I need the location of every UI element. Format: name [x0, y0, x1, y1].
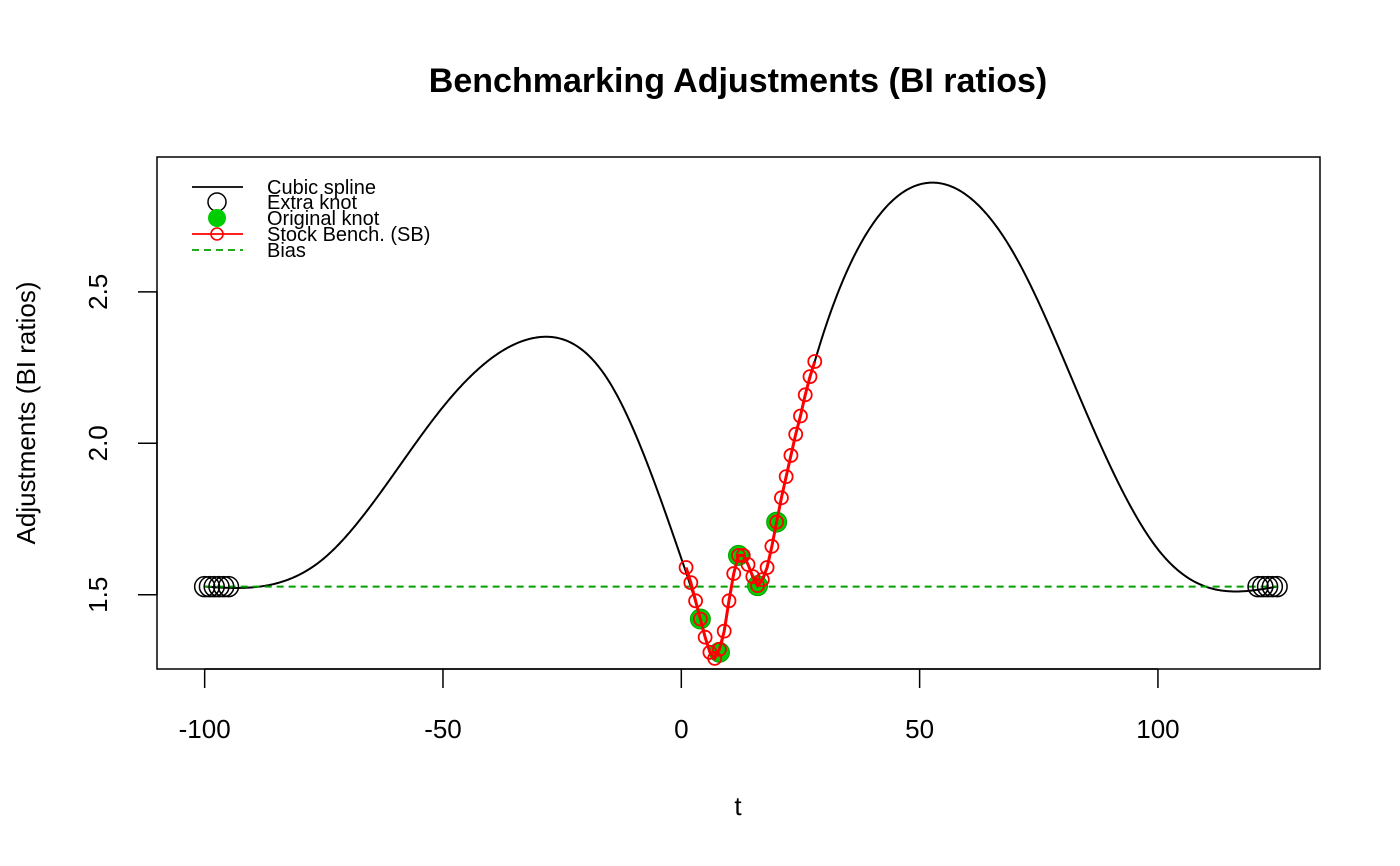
stock-bench-point — [802, 369, 818, 385]
stock-bench-point — [764, 538, 780, 554]
legend-label: Original knot — [267, 208, 380, 230]
legend-dot-swatch — [208, 209, 226, 227]
x-axis: -100 -50 0 50 100 — [179, 668, 1180, 744]
stock-bench-point — [726, 566, 742, 581]
stock-bench-point — [731, 547, 746, 563]
extra-knot-point — [1266, 575, 1288, 598]
extra-knot-point — [198, 575, 221, 598]
x-axis-label: t — [734, 791, 742, 821]
chart-title: Benchmarking Adjustments (BI ratios) — [429, 62, 1047, 100]
extra-knot-point — [1252, 575, 1274, 598]
extra-knot-point — [193, 575, 216, 598]
stock-bench-point — [712, 641, 727, 657]
stock-bench-point — [683, 575, 699, 591]
stock-bench-point — [745, 569, 761, 584]
stock-bench-point — [721, 593, 737, 609]
stock-bench-point — [707, 650, 723, 666]
legend-circle-swatch — [210, 227, 224, 241]
x-tick-label: -50 — [424, 714, 462, 744]
stock-bench-point — [769, 514, 785, 530]
y-tick-label: 2.5 — [83, 274, 113, 310]
stock-bench-point — [783, 448, 799, 463]
stock-bench-point — [678, 560, 694, 575]
stock-bench-point — [797, 387, 813, 403]
y-tick-label: 1.5 — [83, 577, 113, 613]
stock-bench-point — [773, 490, 789, 506]
x-tick-label: 100 — [1136, 714, 1179, 744]
extra-knot-point — [203, 575, 225, 598]
stock-bench-point — [807, 354, 823, 369]
x-tick-label: -100 — [179, 714, 231, 744]
extra-knot-point — [217, 575, 240, 598]
stock-bench-point — [759, 560, 775, 575]
stock-bench-point — [692, 611, 708, 627]
series-layer — [193, 181, 1288, 666]
extra-knot-point — [1261, 575, 1284, 598]
stock-bench-point — [788, 426, 804, 442]
legend-label: Cubic spline — [267, 177, 376, 199]
legend-label: Extra knot — [267, 192, 357, 214]
x-tick-label: 0 — [674, 714, 688, 744]
stock-bench-point — [793, 408, 808, 424]
extra-knot-point — [208, 575, 230, 598]
extra-knot-point — [1247, 575, 1269, 598]
extra-knot-point — [1256, 575, 1279, 598]
legend-label: Stock Bench. (SB) — [267, 224, 430, 246]
stock-bench-point — [716, 623, 732, 639]
extra-knot-point — [212, 575, 235, 598]
y-axis-label: Adjustments (BI ratios) — [11, 282, 41, 545]
stock-bench-point — [688, 593, 704, 609]
stock-bench-point — [778, 469, 794, 485]
y-tick-label: 2.0 — [83, 425, 113, 461]
legend-circle-swatch — [207, 192, 227, 212]
legend-label: Bias — [267, 240, 306, 262]
x-tick-label: 50 — [905, 714, 934, 744]
stock-bench-point — [735, 547, 751, 563]
y-axis: 1.5 2.0 2.5 — [83, 274, 158, 613]
stock-bench-point — [697, 629, 713, 645]
